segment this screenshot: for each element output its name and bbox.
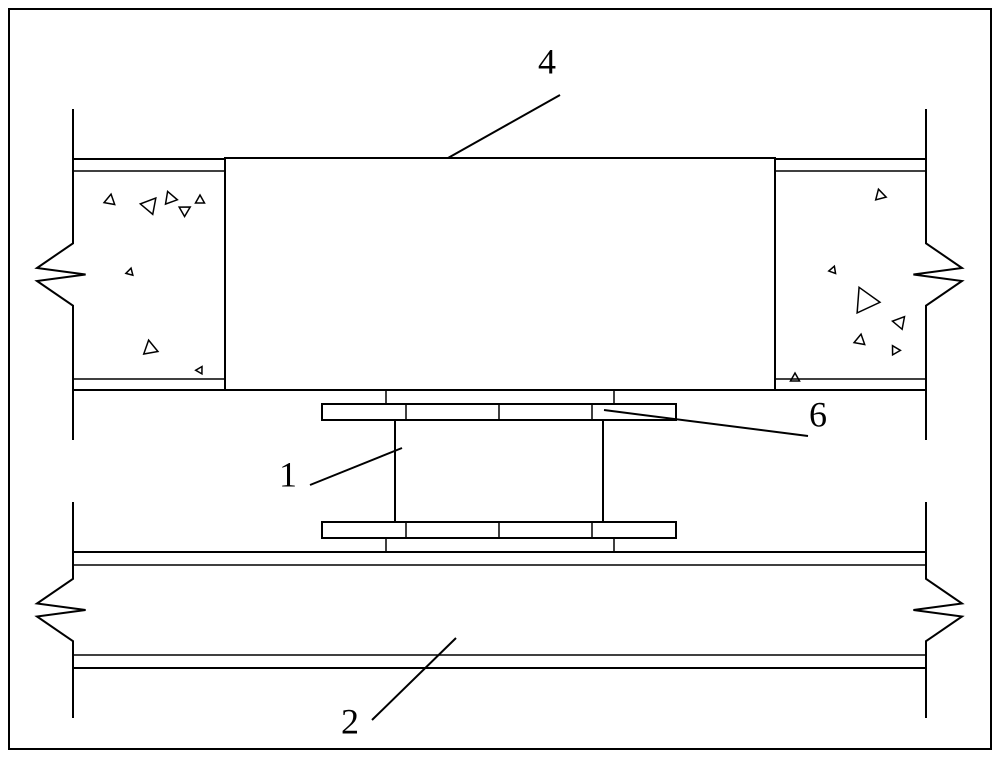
callout-label-6: 6 — [809, 394, 827, 434]
callout-label-2: 2 — [341, 701, 359, 741]
engineering-diagram: 4 6 1 2 — [0, 0, 1000, 758]
callout-label-4: 4 — [538, 41, 556, 81]
callout-label-1: 1 — [279, 454, 297, 494]
